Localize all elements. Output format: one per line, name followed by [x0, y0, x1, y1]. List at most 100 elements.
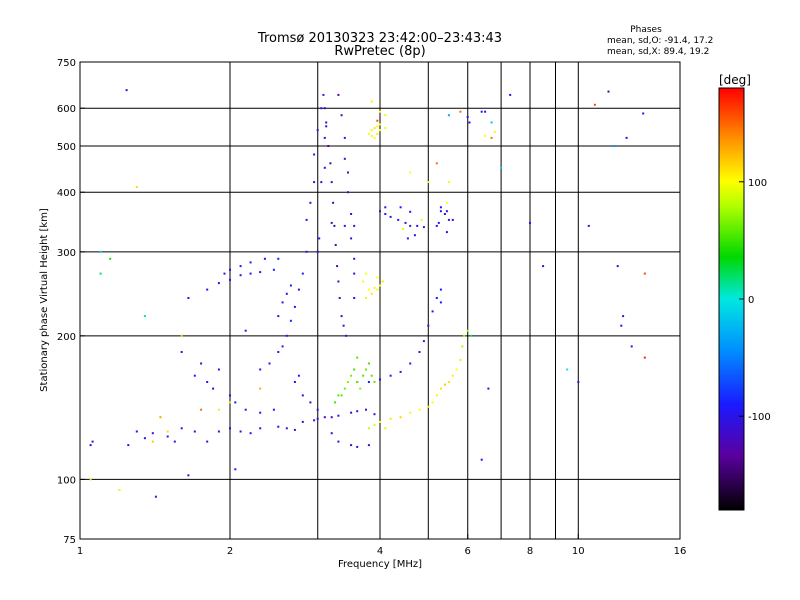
data-point	[373, 424, 376, 427]
data-point	[389, 215, 392, 218]
data-point	[630, 345, 633, 348]
data-point	[330, 221, 333, 224]
data-point	[350, 411, 353, 414]
data-point	[420, 218, 423, 221]
data-point	[447, 218, 450, 221]
data-point	[347, 381, 349, 383]
data-point	[318, 237, 321, 240]
data-point	[272, 408, 275, 411]
data-point	[118, 489, 121, 491]
data-point	[613, 145, 616, 147]
data-point	[325, 125, 328, 128]
y-tick-label: 400	[57, 188, 76, 199]
data-point	[379, 123, 381, 126]
y-tick-label: 75	[63, 535, 76, 546]
data-point	[416, 224, 419, 227]
phase-stats-x: mean, sd,X: 89.4, 19.2	[607, 47, 709, 57]
data-point	[350, 237, 353, 240]
data-point	[200, 362, 203, 365]
phase-stats-o: mean, sd,O: -91.4, 17.2	[607, 36, 713, 46]
data-point	[322, 93, 325, 96]
data-point	[404, 221, 407, 224]
data-point	[376, 288, 379, 291]
data-point	[365, 368, 367, 371]
data-point	[143, 315, 146, 318]
data-point	[529, 221, 531, 224]
data-point	[327, 145, 330, 147]
data-point	[187, 474, 190, 477]
data-point	[99, 250, 102, 253]
data-point	[435, 297, 438, 299]
data-point	[305, 218, 308, 221]
data-point	[340, 315, 343, 318]
data-point	[309, 201, 312, 204]
data-point	[431, 310, 434, 313]
data-point	[343, 136, 346, 139]
data-point	[289, 319, 292, 322]
data-point	[217, 408, 220, 411]
data-point	[239, 265, 242, 268]
y-tick-label: 600	[57, 104, 76, 115]
data-point	[193, 430, 196, 433]
data-point	[381, 280, 384, 283]
data-point	[193, 374, 196, 377]
data-point	[373, 286, 376, 289]
data-point	[166, 435, 169, 438]
data-point	[373, 413, 376, 416]
data-point	[154, 495, 157, 498]
data-point	[455, 368, 458, 371]
data-point	[443, 383, 446, 386]
x-tick-label: 8	[527, 546, 533, 557]
data-point	[323, 107, 326, 110]
data-point	[206, 381, 209, 383]
data-point	[259, 411, 262, 414]
data-point	[301, 420, 304, 423]
data-point	[249, 272, 252, 275]
data-point	[200, 408, 203, 411]
data-point	[353, 368, 356, 371]
data-point	[293, 428, 296, 431]
data-point	[353, 272, 356, 275]
data-point	[281, 345, 284, 348]
data-point	[413, 234, 416, 237]
data-point	[330, 181, 333, 184]
data-point	[135, 186, 138, 189]
data-points	[89, 89, 646, 498]
data-point	[384, 127, 387, 130]
data-point	[330, 432, 333, 435]
data-point	[337, 280, 340, 283]
grid-lines	[80, 62, 680, 539]
data-point	[89, 444, 92, 447]
data-point	[384, 206, 387, 209]
data-point	[340, 114, 343, 117]
data-point	[259, 427, 262, 430]
data-point	[370, 134, 373, 137]
data-point	[643, 272, 646, 275]
colorbar-ticks: -100 0 100	[739, 178, 771, 423]
data-point	[356, 410, 359, 413]
colorbar-label: [deg]	[719, 73, 751, 87]
data-point	[367, 427, 370, 430]
y-tick-label: 750	[57, 58, 76, 69]
data-point	[625, 136, 628, 139]
data-point	[376, 276, 379, 279]
y-tick-label: 200	[57, 332, 76, 343]
data-point	[353, 224, 356, 227]
data-point	[244, 329, 247, 332]
data-point	[379, 378, 381, 381]
data-point	[259, 368, 262, 371]
data-point	[367, 362, 370, 365]
data-point	[325, 121, 328, 124]
data-point	[277, 425, 280, 428]
data-point	[173, 440, 176, 443]
data-point	[435, 394, 438, 397]
data-point	[180, 351, 183, 353]
data-point	[223, 272, 226, 275]
colorbar-tick-label: 100	[748, 178, 767, 189]
y-tick-label: 300	[57, 248, 76, 259]
data-point	[229, 268, 231, 271]
data-point	[229, 427, 231, 430]
data-point	[439, 387, 442, 390]
data-point	[316, 250, 319, 253]
data-point	[343, 157, 346, 160]
